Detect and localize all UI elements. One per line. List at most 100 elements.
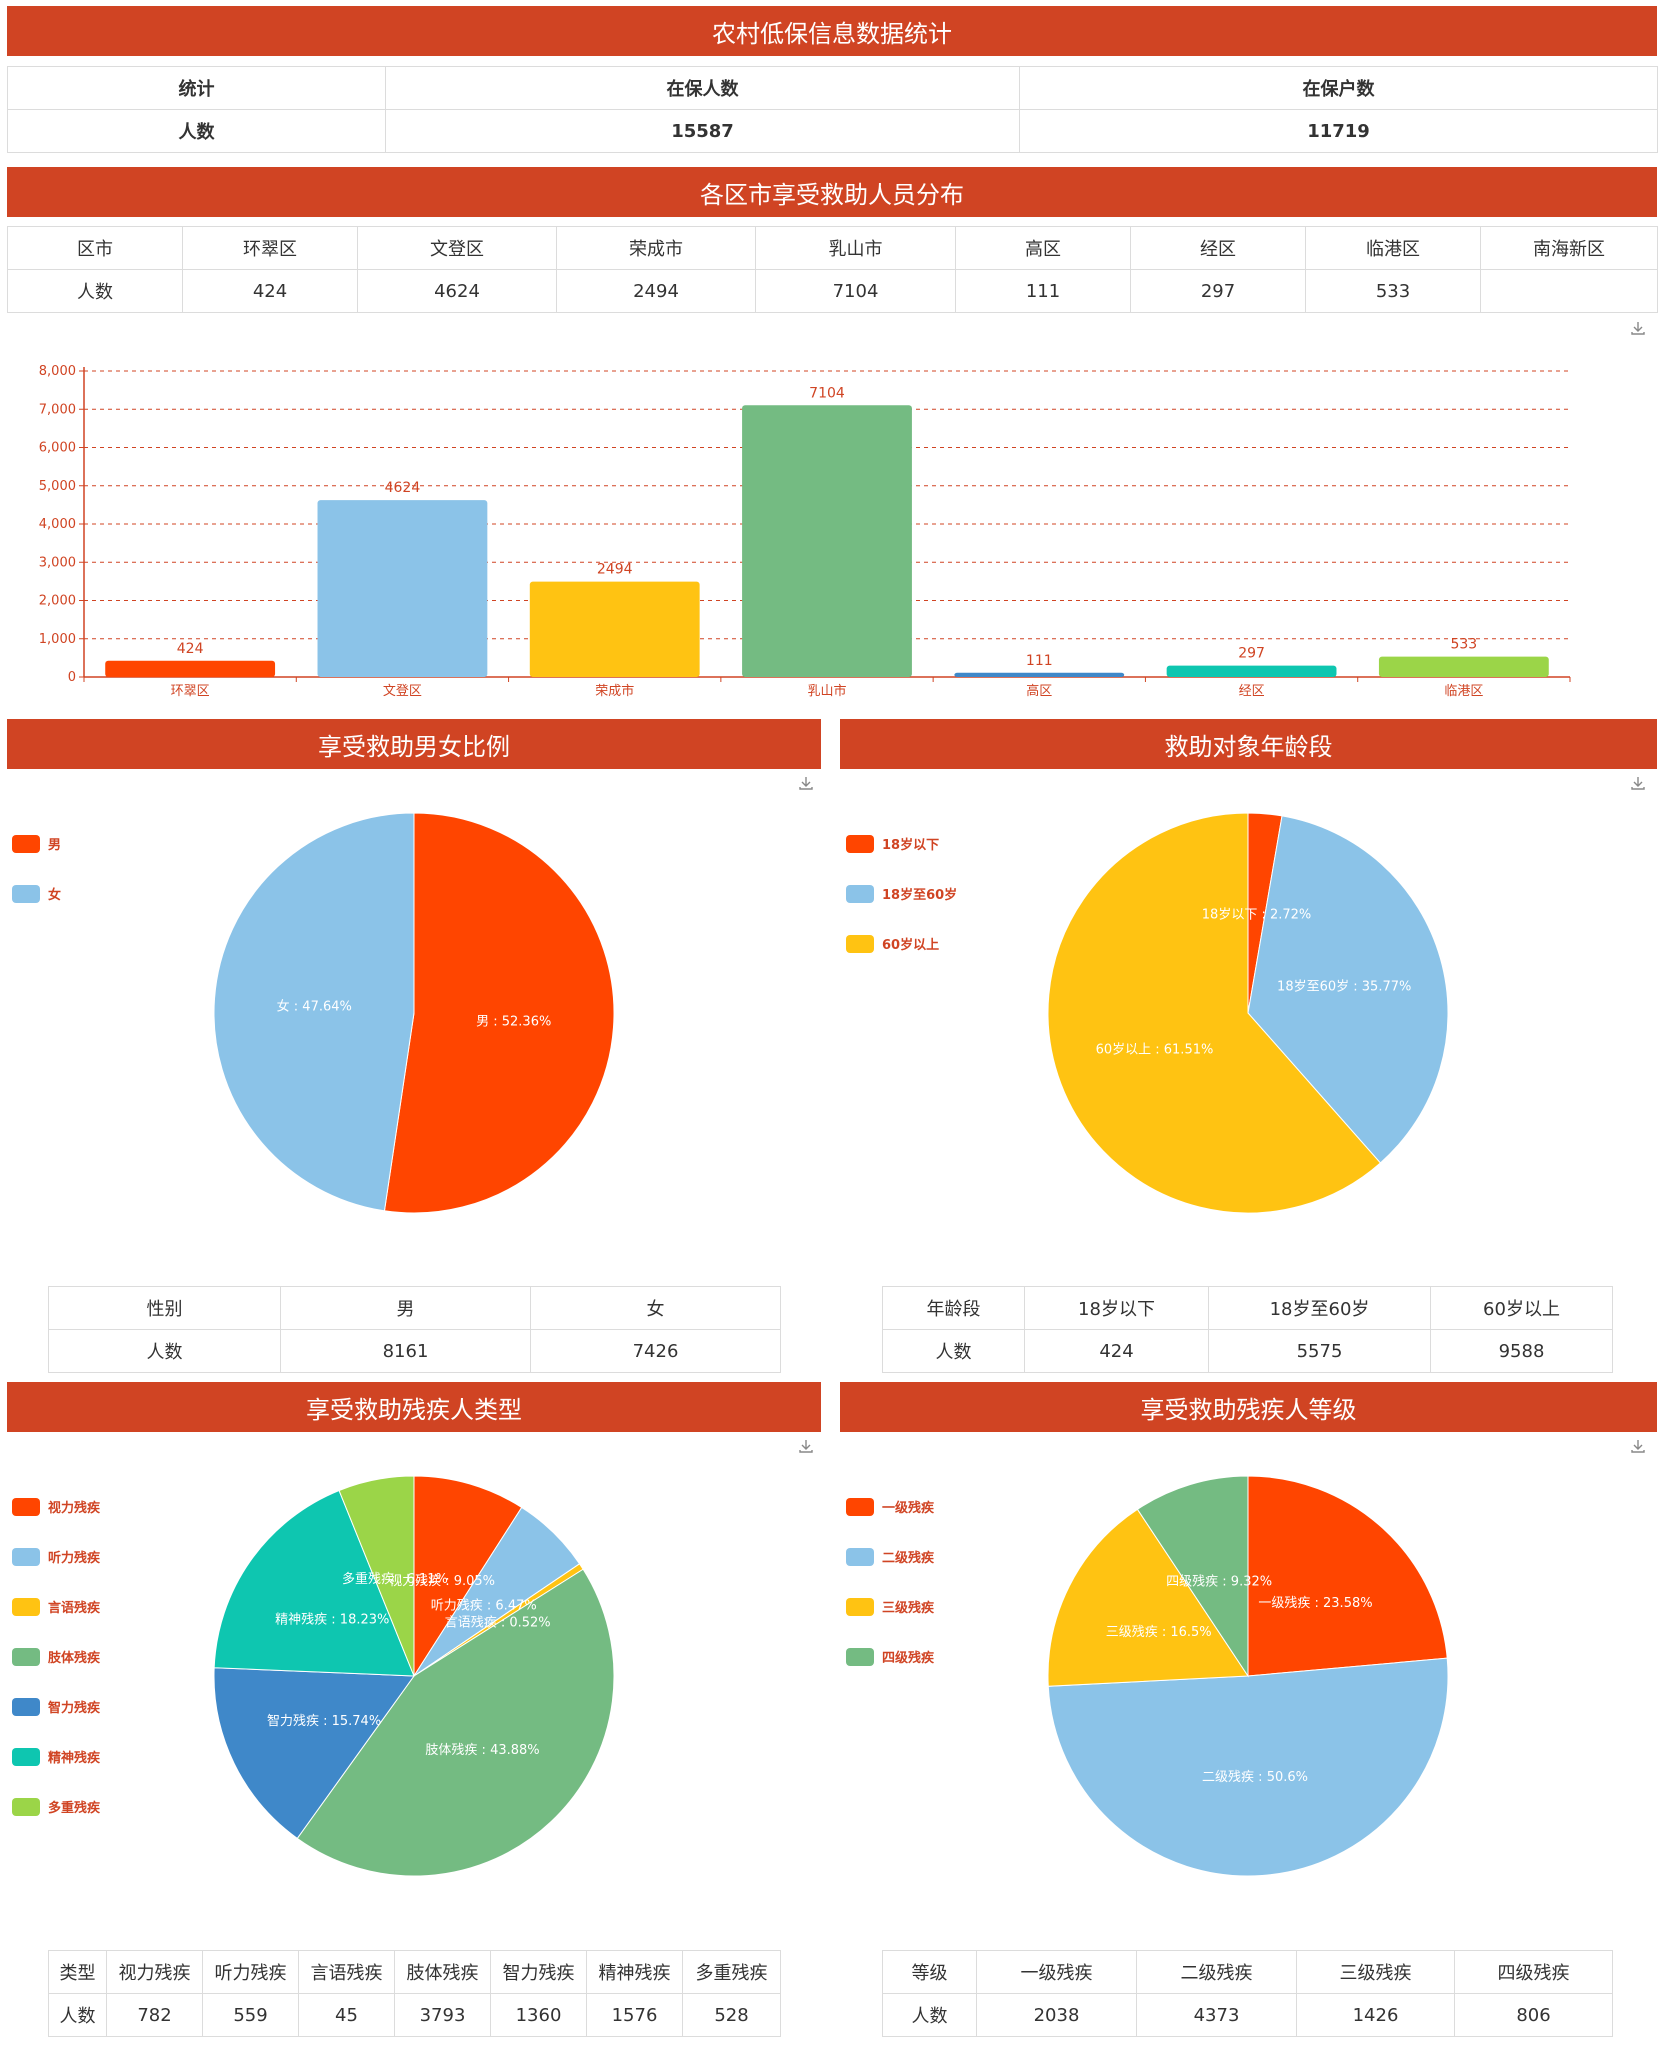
table-cell: 人数 <box>882 1993 977 2037</box>
legend-label: 精神残疾 <box>48 1751 101 1766</box>
district-title-banner: 各区市享受救助人员分布 <box>7 167 1657 217</box>
pie-slice[interactable] <box>1047 1508 1249 1687</box>
pie-slice[interactable] <box>296 1568 615 1877</box>
table-cell: 15587 <box>385 109 1020 153</box>
bar-value-label: 111 <box>1026 653 1053 669</box>
x-tick-label: 环翠区 <box>171 684 210 699</box>
legend-item[interactable]: 多重残疾 <box>12 1797 100 1816</box>
pie-slice[interactable] <box>1047 1657 1449 1877</box>
y-tick-label: 7,000 <box>39 402 76 417</box>
table-cell: 11719 <box>1019 109 1658 153</box>
legend-item[interactable]: 二级残疾 <box>846 1547 934 1566</box>
legend-item[interactable]: 三级残疾 <box>846 1597 934 1616</box>
legend-label: 三级残疾 <box>882 1601 935 1616</box>
table-row: 等级 一级残疾 二级残疾 三级残疾 四级残疾 <box>882 1950 1613 1994</box>
summary-title: 农村低保信息数据统计 <box>712 19 952 48</box>
table-header-cell: 类型 <box>48 1950 107 1994</box>
legend-item[interactable]: 男 <box>12 834 61 853</box>
table-header-cell: 二级残疾 <box>1136 1950 1297 1994</box>
y-tick-label: 3,000 <box>39 555 76 570</box>
table-header-cell: 南海新区 <box>1480 226 1658 270</box>
bar[interactable] <box>1166 665 1337 677</box>
bar[interactable] <box>742 405 912 677</box>
legend-item[interactable]: 60岁以上 <box>846 934 939 953</box>
table-row: 人数 8161 7426 <box>48 1329 781 1373</box>
bar[interactable] <box>954 672 1125 677</box>
pie-slice-label: 男 : 52.36% <box>476 1014 551 1029</box>
table-header-cell: 环翠区 <box>182 226 358 270</box>
download-icon[interactable] <box>1630 775 1646 791</box>
table-row: 统计 在保人数 在保户数 <box>7 66 1658 110</box>
legend-item[interactable]: 精神残疾 <box>12 1747 100 1766</box>
table-cell: 人数 <box>7 109 386 153</box>
legend-swatch <box>12 1797 40 1816</box>
table-cell: 533 <box>1305 269 1481 313</box>
table-cell <box>1480 269 1658 313</box>
pie-slice[interactable] <box>1247 1475 1448 1677</box>
pie-slice-label: 18岁至60岁 : 35.77% <box>1277 980 1411 995</box>
y-tick-label: 4,000 <box>39 517 76 532</box>
legend-label: 视力残疾 <box>48 1501 101 1516</box>
download-icon[interactable] <box>798 775 814 791</box>
legend-item[interactable]: 言语残疾 <box>12 1597 100 1616</box>
table-cell: 人数 <box>48 1993 107 2037</box>
pie-slice[interactable] <box>383 812 615 1214</box>
legend-swatch <box>12 1497 40 1516</box>
y-tick-label: 8,000 <box>39 364 76 379</box>
bar[interactable] <box>529 581 700 677</box>
table-cell: 1360 <box>490 1993 587 2037</box>
legend-item[interactable]: 听力残疾 <box>12 1547 100 1566</box>
y-tick-label: 6,000 <box>39 441 76 456</box>
legend-item[interactable]: 智力残疾 <box>12 1697 100 1716</box>
pie-slice-label: 60岁以上 : 61.51% <box>1096 1042 1214 1057</box>
bar[interactable] <box>317 500 488 677</box>
table-cell: 人数 <box>48 1329 281 1373</box>
legend-item[interactable]: 一级残疾 <box>846 1497 934 1516</box>
y-tick-label: 0 <box>68 670 76 685</box>
table-header-cell: 文登区 <box>357 226 557 270</box>
table-cell: 1426 <box>1296 1993 1455 2037</box>
bar[interactable] <box>1378 656 1549 677</box>
legend-label: 多重残疾 <box>48 1801 101 1816</box>
legend-item[interactable]: 18岁至60岁 <box>846 884 957 903</box>
pie-slice[interactable] <box>213 1489 415 1677</box>
table-cell: 111 <box>955 269 1131 313</box>
table-row: 人数 782 559 45 3793 1360 1576 528 <box>48 1993 781 2037</box>
y-tick-label: 1,000 <box>39 632 76 647</box>
x-tick-label: 高区 <box>1026 683 1052 699</box>
bar[interactable] <box>105 660 276 677</box>
legend-item[interactable]: 肢体残疾 <box>12 1647 100 1666</box>
download-icon[interactable] <box>798 1438 814 1454</box>
table-cell: 7104 <box>755 269 956 313</box>
pie-slice[interactable] <box>213 1667 415 1840</box>
pie-slice[interactable] <box>1247 815 1449 1164</box>
legend-item[interactable]: 视力残疾 <box>12 1497 100 1516</box>
table-header-cell: 多重残疾 <box>682 1950 781 1994</box>
table-cell: 424 <box>182 269 358 313</box>
pie-slice[interactable] <box>413 1475 523 1678</box>
pie-slice-label: 二级残疾 : 50.6% <box>1202 1770 1308 1785</box>
legend-item[interactable]: 18岁以下 <box>846 834 939 853</box>
download-icon[interactable] <box>1630 1438 1646 1454</box>
download-icon[interactable] <box>1630 320 1646 336</box>
legend-item[interactable]: 女 <box>12 884 61 903</box>
legend-item[interactable]: 四级残疾 <box>846 1647 934 1666</box>
table-row: 人数 2038 4373 1426 806 <box>882 1993 1613 2037</box>
table-header-cell: 听力残疾 <box>202 1950 299 1994</box>
legend-label: 智力残疾 <box>48 1701 101 1716</box>
table-header-cell: 18岁至60岁 <box>1208 1286 1431 1330</box>
age-table: 年龄段 18岁以下 18岁至60岁 60岁以上 人数 424 5575 9588 <box>882 1286 1613 1373</box>
table-cell: 7426 <box>530 1329 781 1373</box>
legend-label: 女 <box>48 888 62 903</box>
pie-slice-label: 多重残疾 : 6.11% <box>342 1571 448 1587</box>
pie-slice[interactable] <box>1047 812 1382 1214</box>
pie-slice-label: 四级残疾 : 9.32% <box>1166 1574 1272 1589</box>
table-cell: 2494 <box>556 269 756 313</box>
bar-value-label: 424 <box>177 641 204 657</box>
legend-swatch <box>12 1547 40 1566</box>
pie-slice[interactable] <box>338 1475 415 1677</box>
pie-slice[interactable] <box>213 812 415 1212</box>
pie-slice[interactable] <box>1136 1475 1249 1678</box>
table-cell: 4373 <box>1136 1993 1297 2037</box>
x-tick-label: 经区 <box>1239 684 1265 699</box>
